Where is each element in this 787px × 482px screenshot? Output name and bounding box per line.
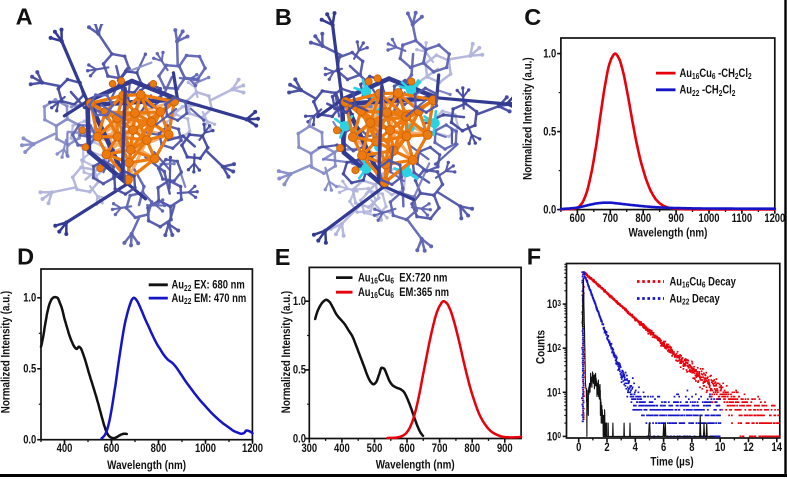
- svg-text:12: 12: [743, 441, 754, 454]
- svg-text:C: C: [524, 4, 541, 30]
- svg-text:10: 10: [715, 441, 726, 454]
- svg-text:0.5: 0.5: [293, 364, 306, 377]
- svg-text:1.0: 1.0: [293, 295, 306, 308]
- svg-text:Normalized Intensity (a.u.): Normalized Intensity (a.u.): [522, 57, 535, 180]
- svg-text:Wavelength (nm): Wavelength (nm): [107, 459, 186, 472]
- svg-text:Wavelength (nm): Wavelength (nm): [629, 227, 708, 240]
- svg-text:D: D: [17, 244, 34, 270]
- svg-text:600: 600: [104, 442, 120, 455]
- svg-text:Normalized Intensity (a.u.): Normalized Intensity (a.u.): [280, 290, 293, 413]
- svg-text:900: 900: [668, 212, 684, 225]
- svg-text:1200: 1200: [764, 212, 785, 225]
- svg-text:1200: 1200: [242, 442, 263, 455]
- svg-text:Au16Cu6 Decay: Au16Cu6 Decay: [670, 275, 737, 289]
- svg-text:E: E: [275, 244, 291, 270]
- svg-text:0.5: 0.5: [23, 363, 36, 376]
- svg-text:1.0: 1.0: [23, 292, 36, 305]
- svg-text:A: A: [16, 4, 33, 30]
- svg-text:2: 2: [604, 441, 609, 454]
- svg-text:500: 500: [367, 442, 383, 455]
- svg-text:Au22 -CH2Cl2: Au22 -CH2Cl2: [680, 84, 736, 98]
- svg-text:Au16Cu6 EM:365 nm: Au16Cu6 EM:365 nm: [358, 286, 449, 300]
- svg-text:14: 14: [772, 441, 783, 454]
- svg-text:Au16Cu6 EX:720 nm: Au16Cu6 EX:720 nm: [358, 272, 447, 286]
- svg-text:1.0: 1.0: [543, 47, 556, 60]
- svg-text:0.0: 0.0: [293, 432, 306, 445]
- svg-text:Normalized Intensity (a.u.): Normalized Intensity (a.u.): [0, 290, 13, 413]
- svg-text:400: 400: [334, 442, 350, 455]
- svg-text:700: 700: [602, 212, 618, 225]
- svg-text:700: 700: [432, 442, 448, 455]
- svg-text:Au22 EX: 680 nm: Au22 EX: 680 nm: [172, 279, 245, 293]
- svg-text:Au22 Decay: Au22 Decay: [670, 292, 720, 306]
- svg-text:6: 6: [661, 441, 666, 454]
- svg-text:400: 400: [57, 442, 73, 455]
- svg-text:0.5: 0.5: [543, 125, 556, 138]
- svg-text:800: 800: [151, 442, 167, 455]
- svg-text:Time (µs): Time (µs): [650, 455, 694, 468]
- svg-text:300: 300: [301, 442, 317, 455]
- svg-text:F: F: [527, 244, 541, 270]
- svg-text:B: B: [275, 4, 292, 30]
- svg-text:Au22 EM: 470 nm: Au22 EM: 470 nm: [172, 292, 247, 306]
- svg-text:800: 800: [464, 442, 480, 455]
- svg-text:Wavelength (nm): Wavelength (nm): [376, 459, 455, 472]
- svg-text:900: 900: [497, 442, 513, 455]
- svg-text:8: 8: [689, 441, 694, 454]
- svg-text:0.0: 0.0: [543, 203, 556, 216]
- svg-text:600: 600: [399, 442, 415, 455]
- svg-text:1000: 1000: [195, 442, 216, 455]
- svg-text:1100: 1100: [732, 212, 753, 225]
- svg-text:800: 800: [635, 212, 651, 225]
- svg-text:0.0: 0.0: [23, 434, 36, 447]
- svg-text:1000: 1000: [699, 212, 720, 225]
- svg-text:Counts: Counts: [535, 330, 548, 364]
- svg-text:Au16Cu6 -CH2Cl2: Au16Cu6 -CH2Cl2: [680, 67, 752, 81]
- svg-text:4: 4: [633, 441, 638, 454]
- svg-text:0: 0: [576, 441, 581, 454]
- svg-text:600: 600: [570, 212, 586, 225]
